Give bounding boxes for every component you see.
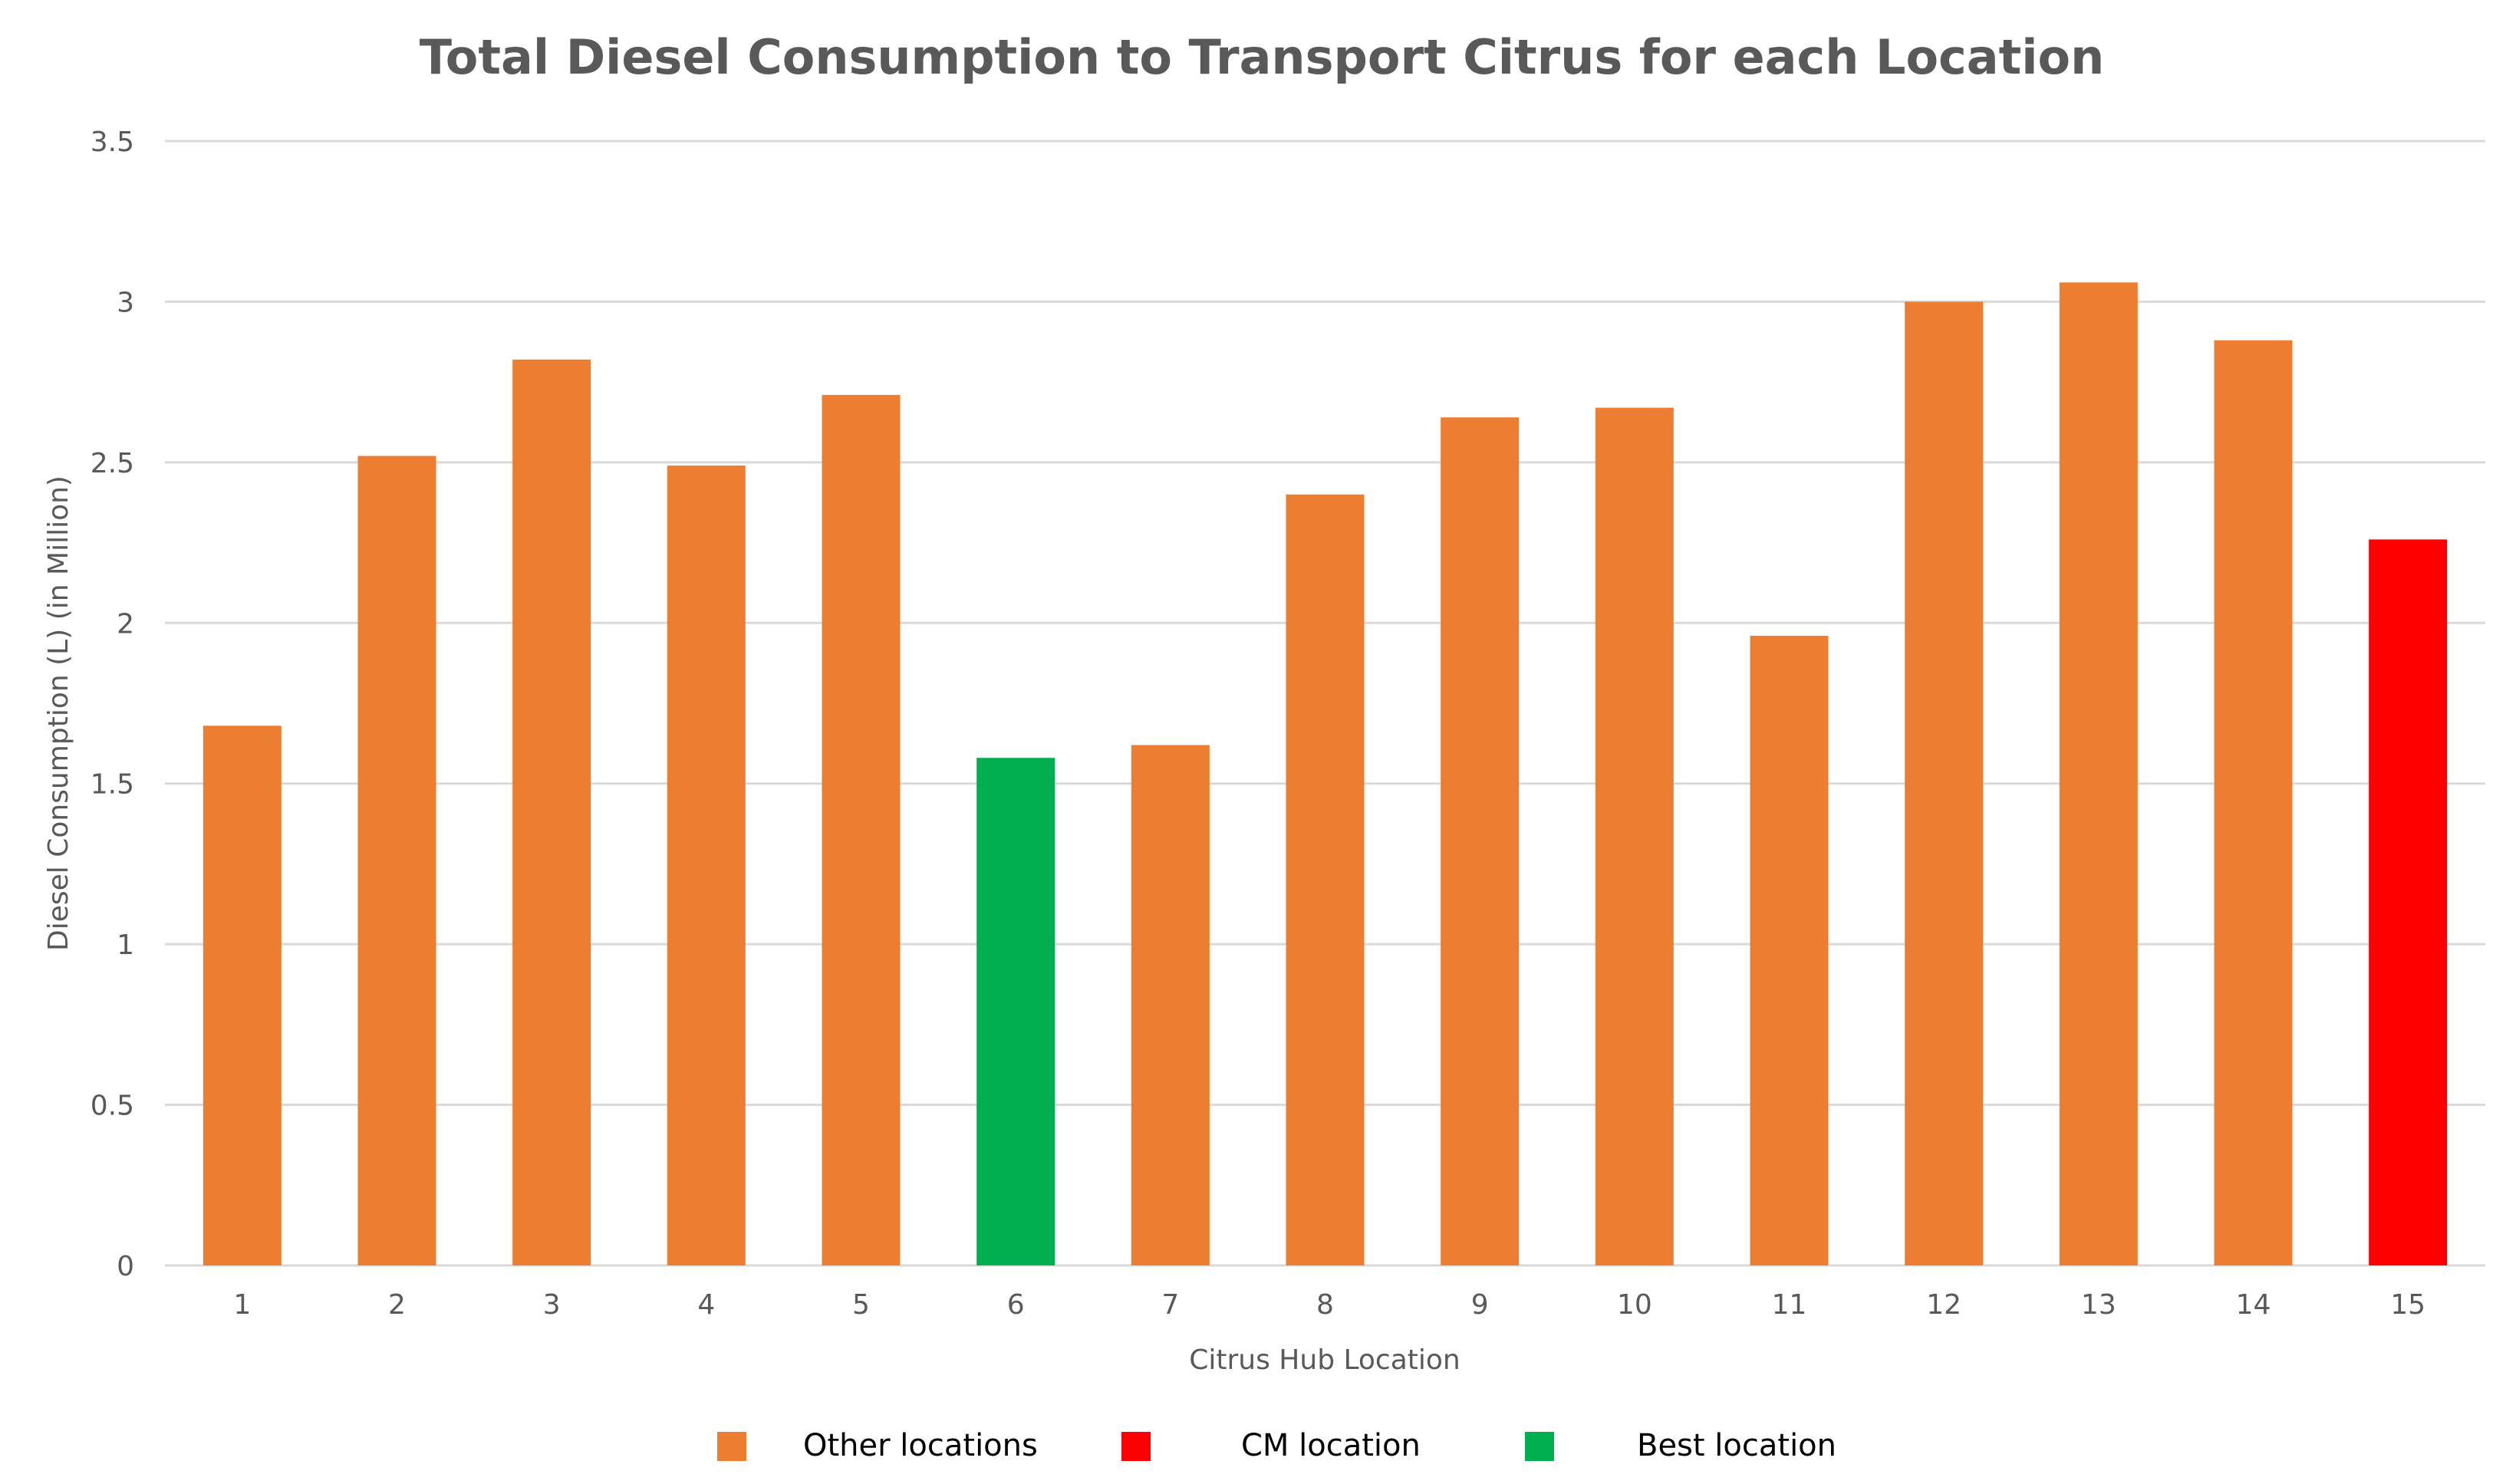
y-tick-label: 0 bbox=[117, 1251, 134, 1282]
bars bbox=[203, 282, 2448, 1266]
x-tick-label: 12 bbox=[1926, 1289, 1961, 1321]
x-tick-label: 5 bbox=[852, 1289, 870, 1321]
x-tick-label: 1 bbox=[233, 1289, 251, 1321]
x-tick-label: 7 bbox=[1161, 1289, 1179, 1321]
y-tick-label: 2.5 bbox=[91, 448, 134, 479]
x-tick-label: 9 bbox=[1471, 1289, 1489, 1321]
bar-location-5 bbox=[822, 394, 901, 1265]
x-tick-label: 3 bbox=[543, 1289, 561, 1321]
bar-location-3 bbox=[512, 359, 591, 1265]
legend: Other locations CM location Best location bbox=[717, 1428, 1836, 1463]
bar-location-4 bbox=[667, 466, 746, 1266]
x-tick-label: 15 bbox=[2390, 1289, 2425, 1321]
x-axis-tick-labels: 1 2 3 4 5 6 7 8 9 10 11 12 13 14 15 bbox=[233, 1289, 2425, 1321]
bar-location-9 bbox=[1441, 417, 1520, 1265]
legend-swatch-other bbox=[717, 1432, 746, 1461]
bar-location-15 bbox=[2369, 539, 2448, 1265]
x-tick-label: 14 bbox=[2236, 1289, 2271, 1321]
y-tick-label: 1 bbox=[117, 930, 134, 961]
x-tick-label: 6 bbox=[1007, 1289, 1025, 1321]
bar-location-14 bbox=[2214, 340, 2293, 1266]
legend-swatch-best bbox=[1525, 1432, 1554, 1461]
bar-location-7 bbox=[1131, 745, 1210, 1265]
legend-label-other: Other locations bbox=[803, 1428, 1038, 1463]
x-tick-label: 4 bbox=[697, 1289, 715, 1321]
bar-location-11 bbox=[1750, 636, 1829, 1265]
bar-location-2 bbox=[357, 456, 436, 1265]
bar-location-8 bbox=[1286, 494, 1365, 1265]
y-tick-label: 0.5 bbox=[91, 1091, 134, 1122]
y-tick-label: 3.5 bbox=[91, 127, 134, 158]
legend-label-cm: CM location bbox=[1241, 1428, 1421, 1463]
bar-location-12 bbox=[1905, 301, 1984, 1265]
x-tick-label: 10 bbox=[1617, 1289, 1652, 1321]
bar-location-1 bbox=[203, 726, 282, 1265]
x-axis-title: Citrus Hub Location bbox=[1189, 1344, 1461, 1376]
y-axis-title: Diesel Consumption (L) (in Million) bbox=[43, 475, 74, 951]
chart-title: Total Diesel Consumption to Transport Ci… bbox=[420, 29, 2105, 85]
y-axis-tick-labels: 0 0.5 1 1.5 2 2.5 3 3.5 bbox=[91, 127, 134, 1282]
x-tick-label: 11 bbox=[1772, 1289, 1807, 1321]
legend-label-best: Best location bbox=[1637, 1428, 1836, 1463]
legend-swatch-cm bbox=[1121, 1432, 1151, 1461]
y-tick-label: 2 bbox=[117, 608, 134, 640]
y-tick-label: 1.5 bbox=[91, 769, 134, 801]
x-tick-label: 13 bbox=[2081, 1289, 2116, 1321]
bar-location-10 bbox=[1595, 407, 1674, 1266]
x-tick-label: 2 bbox=[388, 1289, 406, 1321]
y-tick-label: 3 bbox=[117, 287, 134, 318]
bar-location-6 bbox=[976, 758, 1055, 1265]
bar-location-13 bbox=[2059, 282, 2138, 1266]
x-tick-label: 8 bbox=[1316, 1289, 1334, 1321]
